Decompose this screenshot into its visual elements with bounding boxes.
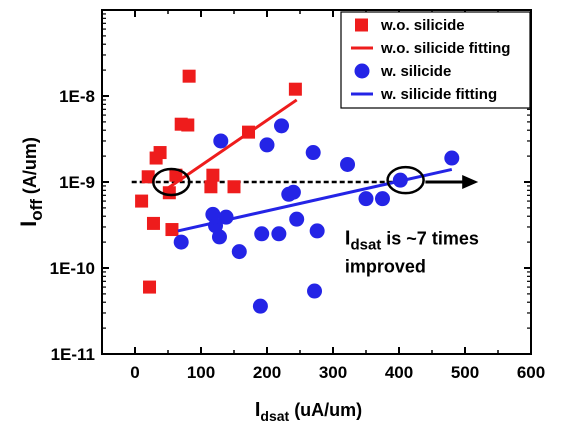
highlight-circle: [386, 165, 425, 195]
series-3: [177, 167, 453, 233]
legend-item: w.o. silicide: [355, 17, 465, 34]
data-point-square: [165, 223, 179, 237]
data-point-circle: [205, 206, 221, 222]
annotation-rest: is ~7 times: [381, 228, 479, 248]
data-point-square: [135, 194, 149, 208]
x-axis-title-main: I: [255, 399, 261, 421]
legend-label: w.o. silicide fitting: [380, 40, 510, 57]
data-point-square: [206, 168, 220, 182]
legend-circle-symbol: [354, 63, 370, 79]
y-axis-title-rest: (A/um): [20, 137, 40, 199]
legend-item: w.o. silicide fitting: [351, 40, 510, 57]
x-tick-label: 300: [319, 363, 347, 382]
data-point-circle: [254, 226, 270, 242]
data-point-square: [181, 118, 195, 132]
data-point-circle: [289, 211, 305, 227]
data-point-circle: [213, 133, 229, 149]
legend-label: w. silicide fitting: [380, 86, 497, 103]
legend: w.o. silicide w.o. silicide fitting w. sil…: [340, 11, 531, 109]
y-tick-label: 1E-10: [50, 259, 95, 278]
legend-item: w. silicide fitting: [351, 86, 497, 103]
annotation-line1: Idsat is ~7 times: [345, 227, 479, 253]
data-point-square: [143, 280, 157, 294]
data-point-circle: [274, 118, 290, 134]
x-tick-label: 0: [130, 363, 139, 382]
x-tick-label: 400: [385, 363, 413, 382]
x-tick-label: 600: [517, 363, 545, 382]
x-axis-title-rest: (uA/um): [289, 400, 362, 420]
data-point-circle: [231, 244, 247, 260]
fit-line: [177, 167, 453, 233]
arrow-head: [462, 175, 479, 189]
highlight-circle: [152, 167, 191, 197]
data-point-square: [288, 82, 302, 96]
data-point-circle: [307, 283, 323, 299]
data-point-circle: [259, 137, 275, 153]
annotation-main: I: [345, 227, 351, 249]
annotation-line2: improved: [345, 256, 426, 276]
data-point-circle: [309, 223, 325, 239]
x-tick-label: 200: [253, 363, 281, 382]
data-point-circle: [305, 145, 321, 161]
x-tick-label: 500: [451, 363, 479, 382]
y-axis-title-sub: off: [27, 199, 46, 221]
y-axis-title: Ioff (A/um): [16, 137, 46, 227]
series-1: [163, 98, 298, 192]
annotation-sub: dsat: [350, 236, 381, 253]
data-point-circle: [375, 191, 390, 207]
y-tick-label: 1E-8: [59, 87, 95, 106]
data-point-square: [182, 69, 196, 83]
legend-label: w. silicide: [380, 63, 451, 80]
data-point-circle: [271, 226, 287, 242]
data-point-circle: [444, 150, 460, 166]
x-tick-label: 100: [187, 363, 215, 382]
data-point-square: [146, 216, 160, 230]
series-2: [173, 118, 460, 314]
data-point-circle: [252, 298, 268, 314]
data-point-square: [153, 146, 167, 160]
annotations: Idsat is ~7 times improved: [152, 165, 479, 276]
data-point-square: [141, 170, 155, 184]
x-axis-title: Idsat (uA/um): [255, 399, 362, 424]
data-point-square: [169, 168, 183, 182]
data-point-square: [204, 180, 218, 194]
data-point-square: [227, 180, 241, 194]
y-tick-label: 1E-9: [59, 173, 95, 192]
x-axis-title-sub: dsat: [260, 408, 289, 424]
fit-line: [163, 98, 298, 192]
y-tick-label: 1E-11: [51, 345, 95, 364]
data-point-circle: [340, 156, 356, 172]
legend-item: w. silicide: [354, 63, 451, 80]
data-point-circle: [285, 184, 301, 200]
axes: 0 100 200 300 400 500 600 1E-11 1E-10 1E-9 1E-8 Ids…: [16, 9, 545, 424]
data-point-circle: [358, 191, 374, 207]
legend-square-symbol: [355, 18, 368, 32]
y-axis-title-main: I: [16, 221, 41, 227]
data-point-circle: [211, 229, 227, 245]
legend-box: [340, 11, 531, 109]
legend-label: w.o. silicide: [380, 17, 465, 34]
data-point-circle: [173, 234, 189, 250]
